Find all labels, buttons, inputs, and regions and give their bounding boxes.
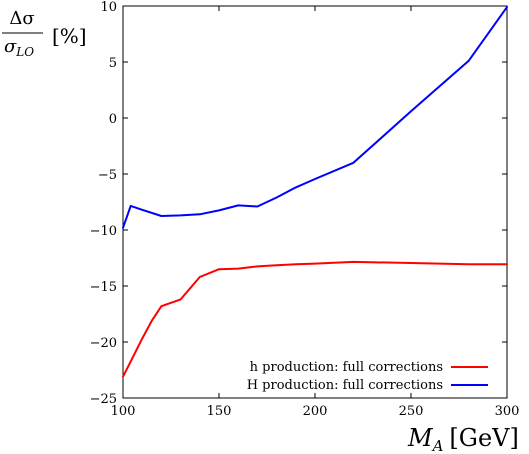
x-tick-label: 200	[303, 404, 328, 419]
y-axis-denominator: σLO	[4, 36, 34, 59]
y-axis-title: Δσ σLO [%]	[2, 8, 87, 59]
series-line-h-production	[122, 260, 508, 378]
y-tick-label: 5	[109, 56, 117, 71]
y-tick-label: −5	[98, 168, 117, 183]
axis-tick-labels: 100 150 200 250 300 −25 −20 −15 −10 −5 0 5 10	[90, 0, 520, 419]
x-axis-title: MA [GeV]	[407, 424, 519, 454]
y-axis-unit: [%]	[52, 24, 87, 48]
legend-label-h: h production: full corrections	[250, 360, 443, 375]
y-tick-label: −15	[90, 280, 117, 295]
y-tick-label: −25	[90, 392, 117, 407]
data-series	[122, 6, 508, 378]
x-tick-label: 100	[111, 404, 136, 419]
y-axis-numerator: Δσ	[9, 8, 34, 29]
y-tick-label: −10	[90, 224, 117, 239]
legend: h production: full corrections H product…	[247, 360, 488, 393]
axis-ticks	[122, 5, 508, 399]
plot-frame	[122, 5, 508, 399]
y-tick-label: 10	[100, 0, 117, 15]
x-tick-label: 250	[399, 404, 424, 419]
legend-label-H: H production: full corrections	[247, 378, 443, 393]
x-tick-label: 300	[495, 404, 520, 419]
series-line-H-production	[122, 6, 508, 229]
y-tick-label: −20	[90, 336, 117, 351]
x-tick-label: 150	[207, 404, 232, 419]
y-tick-label: 0	[109, 112, 117, 127]
